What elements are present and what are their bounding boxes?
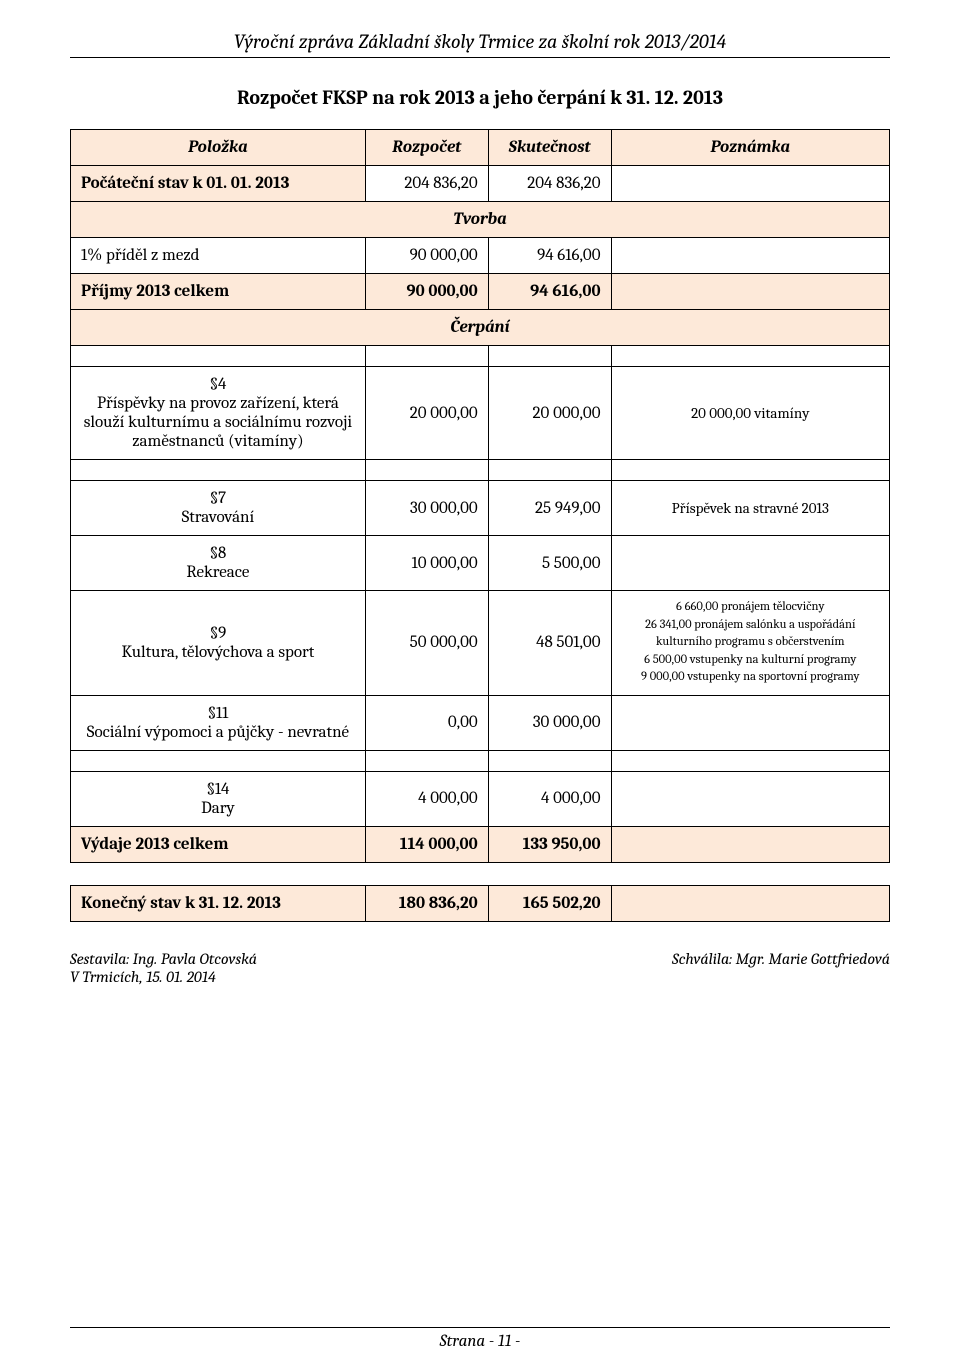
p14-actual: 4 000,00 [488,771,611,826]
tvorba-row-total: Příjmy 2013 celkem 90 000,00 94 616,00 [71,274,890,310]
p8-budget: 10 000,00 [365,536,488,591]
p7-para: §7 [210,489,227,508]
p7-note: Příspěvek na stravné 2013 [611,481,889,536]
col-header-budget: Rozpočet [365,130,488,166]
p9-desc: Kultura, tělovýchova a sport [122,643,315,662]
p11-actual: 30 000,00 [488,695,611,750]
tvorba-total-budget: 90 000,00 [365,274,488,310]
p4-actual: 20 000,00 [488,367,611,460]
p14-desc: Dary [201,799,235,818]
cerpani-row-p4: §4 Příspěvky na provoz zařízení, která s… [71,367,890,460]
page-header: Výroční zpráva Základní školy Trmice za … [70,30,890,58]
tvorba-r1-label: 1% příděl z mezd [71,238,366,274]
tvorba-r1-note [611,238,889,274]
col-header-actual: Skutečnost [488,130,611,166]
p8-para: §8 [210,544,227,563]
p9-actual: 48 501,00 [488,591,611,696]
opening-label: Počáteční stav k 01. 01. 2013 [71,166,366,202]
p9-note-l1: 6 660,00 pronájem tělocvičny [676,600,825,614]
p7-desc: Stravování [182,508,255,527]
closing-label: Konečný stav k 31. 12. 2013 [71,885,366,921]
p4-desc: Příspěvky na provoz zařízení, která slou… [84,394,352,451]
p14-para: §14 [206,780,229,799]
p9-para: §9 [210,624,227,643]
signature-right: Schválila: Mgr. Marie Gottfriedová [672,950,890,986]
expenses-total-budget: 114 000,00 [365,826,488,862]
page: Výroční zpráva Základní školy Trmice za … [0,0,960,1371]
section-title: Rozpočet FKSP na rok 2013 a jeho čerpání… [70,86,890,109]
p7-budget: 30 000,00 [365,481,488,536]
expenses-total-row: Výdaje 2013 celkem 114 000,00 133 950,00 [71,826,890,862]
p9-note-l4: 9 000,00 vstupenky na sportovní programy [641,670,860,684]
tvorba-total-note [611,274,889,310]
p11-label: §11 Sociální výpomoci a půjčky - nevratn… [71,695,366,750]
cerpani-row-p7: §7 Stravování 30 000,00 25 949,00 Příspě… [71,481,890,536]
expenses-total-actual: 133 950,00 [488,826,611,862]
p14-budget: 4 000,00 [365,771,488,826]
p4-note: 20 000,00 vitamíny [611,367,889,460]
p14-label: §14 Dary [71,771,366,826]
tvorba-total-label: Příjmy 2013 celkem [71,274,366,310]
tvorba-row-1: 1% příděl z mezd 90 000,00 94 616,00 [71,238,890,274]
cerpani-row-p14: §14 Dary 4 000,00 4 000,00 [71,771,890,826]
p8-actual: 5 500,00 [488,536,611,591]
signature-left: Sestavila: Ing. Pavla Otcovská V Trmicíc… [70,950,257,986]
p8-note [611,536,889,591]
closing-actual: 165 502,20 [488,885,611,921]
closing-balance-row: Konečný stav k 31. 12. 2013 180 836,20 1… [71,885,890,921]
tvorba-r1-actual: 94 616,00 [488,238,611,274]
budget-table: Položka Rozpočet Skutečnost Poznámka Poč… [70,129,890,863]
p11-note [611,695,889,750]
cerpani-header: Čerpání [71,310,890,346]
p8-desc: Rekreace [186,563,249,582]
p14-note [611,771,889,826]
tvorba-header-row: Tvorba [71,202,890,238]
compiled-by: Sestavila: Ing. Pavla Otcovská [70,950,257,968]
compiled-place-date: V Trmicích, 15. 01. 2014 [70,968,216,986]
p9-note-l2: 26 341,00 pronájem salónku a uspořádání … [645,618,855,650]
p9-budget: 50 000,00 [365,591,488,696]
closing-budget: 180 836,20 [365,885,488,921]
opening-actual: 204 836,20 [488,166,611,202]
p4-budget: 20 000,00 [365,367,488,460]
p7-label: §7 Stravování [71,481,366,536]
p9-note: 6 660,00 pronájem tělocvičny 26 341,00 p… [611,591,889,696]
tvorba-header: Tvorba [71,202,890,238]
spacer-row [71,460,890,481]
p8-label: §8 Rekreace [71,536,366,591]
cerpani-row-p11: §11 Sociální výpomoci a půjčky - nevratn… [71,695,890,750]
p7-actual: 25 949,00 [488,481,611,536]
p11-para: §11 [208,704,229,723]
spacer-row [71,750,890,771]
closing-table: Konečný stav k 31. 12. 2013 180 836,20 1… [70,885,890,922]
col-header-note: Poznámka [611,130,889,166]
cerpani-row-p9: §9 Kultura, tělovýchova a sport 50 000,0… [71,591,890,696]
signature-row: Sestavila: Ing. Pavla Otcovská V Trmicíc… [70,950,890,986]
table-header-row: Položka Rozpočet Skutečnost Poznámka [71,130,890,166]
cerpani-row-p8: §8 Rekreace 10 000,00 5 500,00 [71,536,890,591]
expenses-total-note [611,826,889,862]
page-number: Strana - 11 - [70,1327,890,1351]
p9-label: §9 Kultura, tělovýchova a sport [71,591,366,696]
spacer-row [71,346,890,367]
expenses-total-label: Výdaje 2013 celkem [71,826,366,862]
opening-note [611,166,889,202]
col-header-item: Položka [71,130,366,166]
p4-para: §4 [209,375,226,394]
closing-note [611,885,889,921]
p11-desc: Sociální výpomoci a půjčky - nevratné [87,723,349,742]
page-footer: Strana - 11 - [0,1327,960,1351]
p11-budget: 0,00 [365,695,488,750]
table-gap [70,863,890,885]
opening-balance-row: Počáteční stav k 01. 01. 2013 204 836,20… [71,166,890,202]
opening-budget: 204 836,20 [365,166,488,202]
tvorba-r1-budget: 90 000,00 [365,238,488,274]
cerpani-header-row: Čerpání [71,310,890,346]
p9-note-l3: 6 500,00 vstupenky na kulturní programy [644,653,856,667]
p4-label: §4 Příspěvky na provoz zařízení, která s… [71,367,366,460]
tvorba-total-actual: 94 616,00 [488,274,611,310]
